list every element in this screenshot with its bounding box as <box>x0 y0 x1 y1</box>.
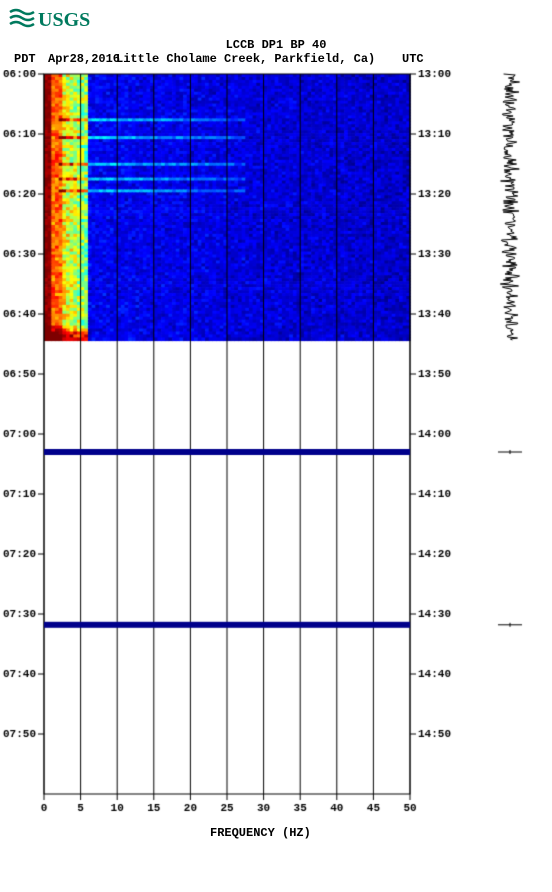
usgs-logo-text: USGS <box>38 9 90 31</box>
spectrogram-chart: FREQUENCY (HZ) <box>0 70 552 890</box>
chart-title: LCCB DP1 BP 40 <box>0 38 552 52</box>
x-axis-label: FREQUENCY (HZ) <box>210 826 311 840</box>
pdt-label: PDT <box>14 52 36 66</box>
date-label: Apr28,2016 <box>48 52 120 66</box>
spectrogram-canvas <box>0 70 552 890</box>
chart-subtitle-line: PDT Apr28,2016 Little Cholame Creek, Par… <box>0 52 552 66</box>
utc-label: UTC <box>402 52 424 66</box>
usgs-logo: USGS <box>0 0 552 38</box>
location-label: Little Cholame Creek, Parkfield, Ca) <box>116 52 375 66</box>
